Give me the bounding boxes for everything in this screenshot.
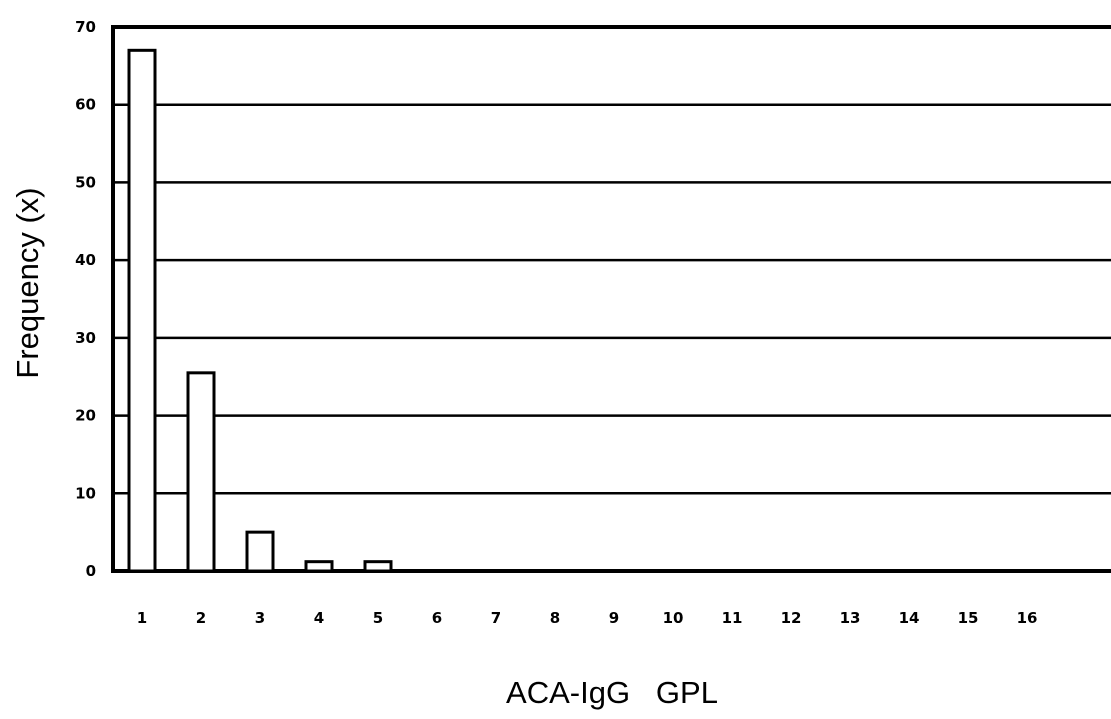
y-tick-label: 70 [75, 18, 96, 36]
x-tick-label: 14 [899, 609, 920, 627]
x-tick-label: 13 [840, 609, 861, 627]
y-tick-label: 60 [75, 96, 96, 114]
bar [186, 371, 216, 573]
x-tick-label: 10 [663, 609, 684, 627]
y-tick-label: 20 [75, 407, 96, 425]
x-tick-label: 3 [255, 609, 265, 627]
x-tick-label: 9 [609, 609, 619, 627]
x-tick-labels: 1 2 3 4 5 6 7 8 9 10 11 12 13 14 15 16 [137, 609, 1038, 627]
x-tick-label: 16 [1017, 609, 1038, 627]
x-tick-label: 12 [781, 609, 802, 627]
y-tick-label: 50 [75, 173, 96, 191]
y-tick-label: 0 [86, 562, 96, 580]
y-axis-label: Frequency (x) [10, 187, 45, 378]
y-tick-label: 30 [75, 329, 96, 347]
gridlines [113, 25, 1111, 573]
y-tick-label: 40 [75, 251, 96, 269]
x-tick-label: 4 [314, 609, 324, 627]
x-axis-label: ACA-IgG GPL [506, 675, 718, 710]
x-tick-label: 15 [958, 609, 979, 627]
y-tick-label: 10 [75, 484, 96, 502]
bars [127, 48, 393, 573]
bar [245, 530, 275, 573]
bar [127, 48, 157, 573]
x-tick-label: 8 [550, 609, 560, 627]
x-tick-label: 11 [722, 609, 743, 627]
x-tick-label: 1 [137, 609, 147, 627]
bar [363, 560, 393, 573]
x-tick-label: 7 [491, 609, 501, 627]
x-tick-label: 6 [432, 609, 442, 627]
x-tick-label: 5 [373, 609, 383, 627]
y-tick-labels: 0 10 20 30 40 50 60 70 [75, 18, 96, 580]
x-tick-label: 2 [196, 609, 206, 627]
bar [304, 560, 334, 573]
